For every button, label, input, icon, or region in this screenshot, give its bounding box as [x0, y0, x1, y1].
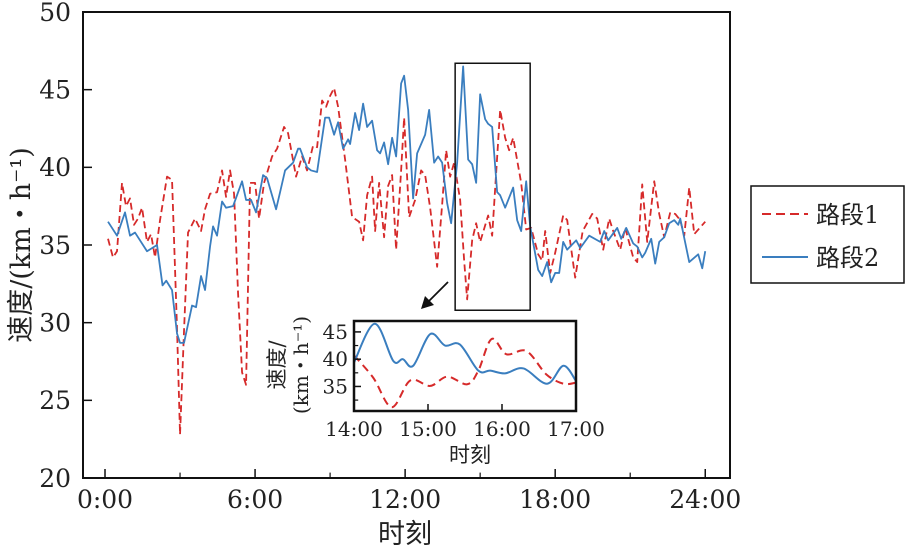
legend-label-route2: 路段2	[816, 244, 879, 272]
y-tick-label: 20	[39, 464, 71, 493]
inset-background	[354, 321, 576, 411]
inset-plot: 14:00 15:00 16:00 17:00 35 40 45 时刻 速度/(km・h⁻¹)	[265, 316, 605, 467]
y-tick-label: 35	[39, 231, 71, 260]
y-tick-label: 50	[39, 0, 71, 27]
y-tick-label: 45	[39, 75, 71, 104]
x-tick-label: 14:00	[325, 417, 383, 441]
y-tick-label: 25	[39, 386, 71, 415]
y-axis-title: 速度/(km・h⁻¹)	[6, 147, 37, 343]
y-tick-label: 45	[323, 320, 348, 344]
legend-box	[750, 185, 905, 284]
series-line-route1	[107, 87, 706, 436]
inset-x-axis-title: 时刻	[449, 443, 491, 467]
zoom-window-box	[454, 62, 531, 311]
series-line-route2	[355, 322, 575, 385]
y-tick-label: 40	[323, 347, 348, 371]
x-tick-label: 0:00	[77, 485, 133, 514]
zoom-arrow-icon	[427, 281, 449, 303]
legend: 路段1 路段2	[750, 185, 905, 284]
series-line-route2	[107, 65, 707, 344]
x-tick-label: 16:00	[473, 417, 531, 441]
x-tick-label: 17:00	[547, 417, 605, 441]
x-tick-label: 15:00	[399, 417, 457, 441]
x-tick-label: 12:00	[369, 485, 441, 514]
y-tick-label: 35	[323, 374, 348, 398]
series-line-route1	[355, 337, 575, 409]
legend-label-route1: 路段1	[816, 201, 879, 229]
inset-y-axis-title-line1: 速度/	[265, 340, 289, 390]
axes-frame	[352, 319, 578, 413]
main-plot: 0:00 6:00 12:00 18:00 24:00 20 25 30 35 40 45 50 时刻 速…	[6, 0, 741, 550]
inset-y-axis-title-line2: (km・h⁻¹)	[289, 316, 313, 414]
x-tick-label: 24:00	[669, 485, 741, 514]
y-tick-label: 40	[39, 153, 71, 182]
zoom-arrowhead-icon	[421, 296, 434, 309]
x-tick-label: 18:00	[519, 485, 591, 514]
x-axis-title: 时刻	[378, 519, 432, 550]
x-tick-label: 6:00	[227, 485, 283, 514]
y-tick-label: 30	[39, 308, 71, 337]
